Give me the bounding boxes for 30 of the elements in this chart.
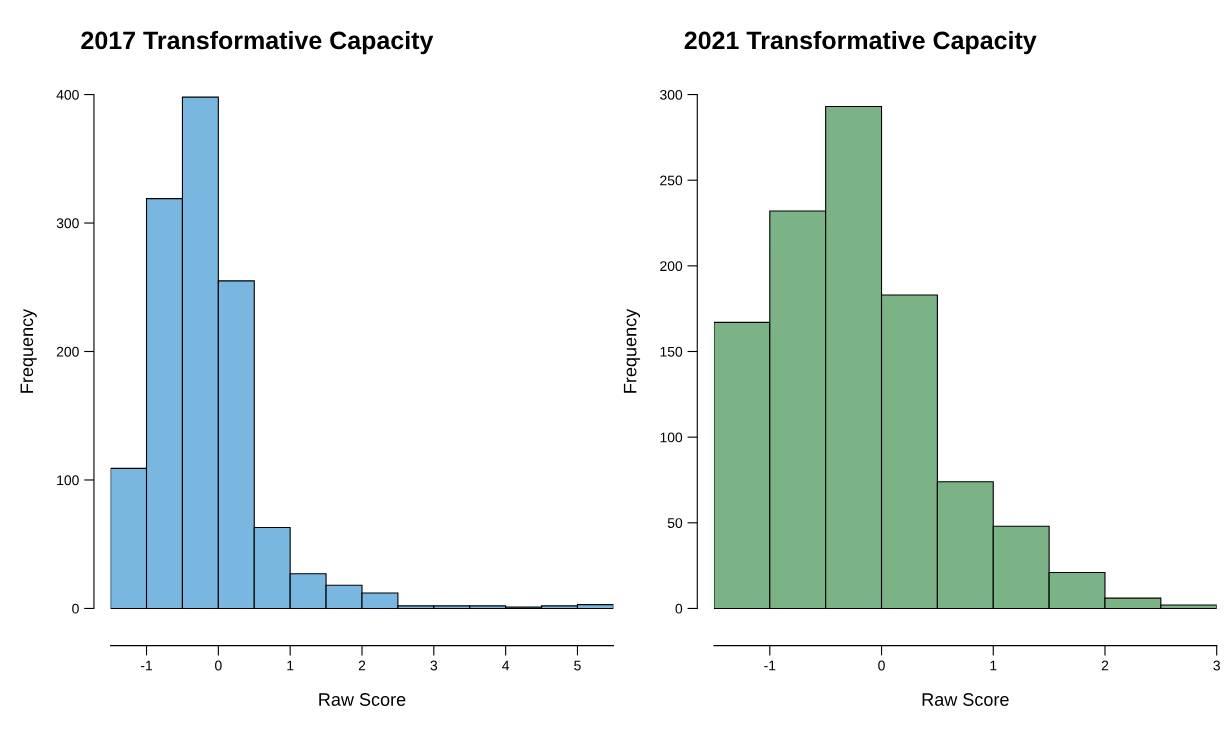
y-tick-label: 150 [660,346,683,357]
x-tick-label: -1 [140,660,153,671]
x-axis-title: Raw Score [319,693,406,706]
y-tick-label: 50 [667,518,683,528]
chart-title: 2017 Transformative Capacity [81,30,434,55]
y-axis-title: Frequency [623,308,641,393]
x-tick-label: 0 [878,660,885,671]
y-tick-label: 100 [660,432,683,443]
x-tick-label: 3 [1213,660,1220,671]
x-tick-label: 5 [574,660,581,671]
y-tick-label: 300 [56,218,79,229]
y-tick-label: 200 [660,261,683,272]
y-tick-label: 200 [56,346,79,357]
y-tick-label: 0 [72,603,79,614]
y-axis-title: Frequency [20,308,37,393]
y-tick-label: 400 [56,89,79,100]
y-tick-label: 250 [660,175,683,186]
x-tick-label: 2 [358,660,366,671]
chart-title: 2021 Transformative Capacity [684,30,1037,55]
y-tick-label: 100 [57,475,79,486]
x-tick-label: 2 [1101,660,1109,671]
y-tick-label: 300 [660,89,683,100]
x-tick-label: 3 [430,660,438,671]
x-tick-label: 0 [215,660,222,671]
x-tick-label: 4 [502,660,510,671]
x-tick-label: 1 [287,660,294,671]
x-tick-label: -1 [764,660,776,671]
y-tick-label: 0 [675,603,683,614]
x-tick-label: 1 [990,660,997,671]
x-axis-title: Raw Score [922,693,1009,706]
